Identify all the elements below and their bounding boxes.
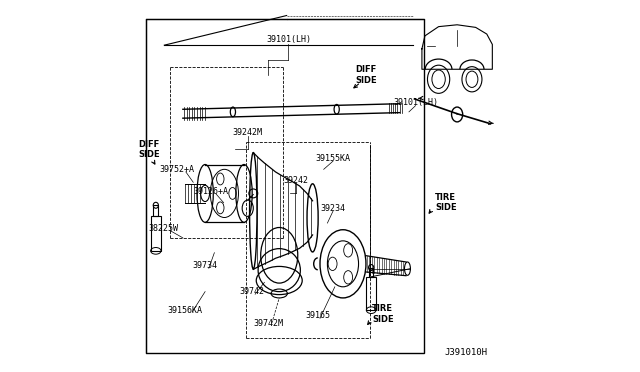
Text: 39101(LH): 39101(LH) xyxy=(266,35,311,44)
Text: 39101(LH): 39101(LH) xyxy=(393,98,438,107)
Text: 39165: 39165 xyxy=(306,311,331,320)
Text: TIRE
SIDE: TIRE SIDE xyxy=(372,304,394,324)
Text: 39156KA: 39156KA xyxy=(167,306,202,315)
Bar xyxy=(366,277,376,310)
Bar xyxy=(153,205,159,216)
Text: 39242M: 39242M xyxy=(233,128,263,137)
Text: J391010H: J391010H xyxy=(445,348,488,357)
Text: 39742: 39742 xyxy=(239,287,264,296)
Text: DIFF
SIDE: DIFF SIDE xyxy=(355,65,377,84)
Text: 39155KA: 39155KA xyxy=(316,154,351,163)
Bar xyxy=(146,19,424,353)
Text: 38225W: 38225W xyxy=(148,224,179,233)
Text: TIRE
SIDE: TIRE SIDE xyxy=(435,193,456,212)
Bar xyxy=(369,267,373,277)
Text: 39126+A: 39126+A xyxy=(193,187,228,196)
Text: 39742M: 39742M xyxy=(253,319,283,328)
Text: 39734: 39734 xyxy=(193,261,218,270)
Text: DIFF
SIDE: DIFF SIDE xyxy=(138,140,160,159)
Bar xyxy=(150,216,161,251)
Text: 39752+A: 39752+A xyxy=(160,165,195,174)
Text: 39242: 39242 xyxy=(284,176,308,185)
Text: 39234: 39234 xyxy=(321,204,346,213)
